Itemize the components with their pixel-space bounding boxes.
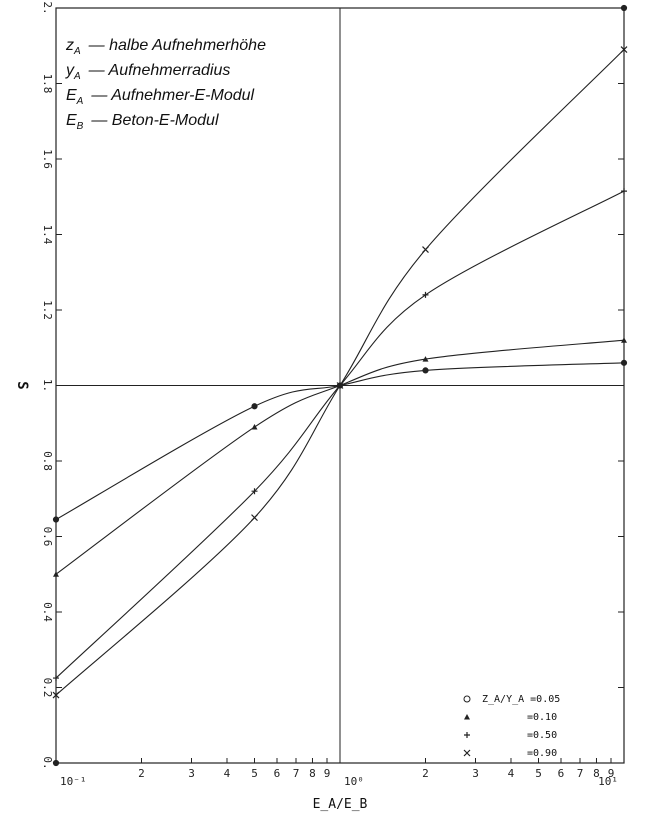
x-minor-label: 6 <box>274 767 281 780</box>
definitions-box: zA — halbe Aufnehmerhöhe yA — Aufnehmerradi… <box>65 37 266 132</box>
data-point-circle <box>620 359 628 366</box>
y-tick-label: 0.6 <box>41 527 54 547</box>
x-minor-label: 5 <box>535 767 542 780</box>
x-minor-label: 9 <box>608 767 615 780</box>
legend-label: =0.50 <box>527 730 557 741</box>
data-point-extra <box>620 4 628 12</box>
x-minor-label: 2 <box>138 767 145 780</box>
y-tick-label: 1. <box>41 379 54 392</box>
x-minor-label: 6 <box>558 767 565 780</box>
legend-label: =0.10 <box>527 712 557 723</box>
x-minor-label: 8 <box>593 767 600 780</box>
data-point-circle <box>251 403 258 410</box>
x-minor-label: 3 <box>472 767 479 780</box>
legend-label: Z_A/Y_A =0.05 <box>482 694 560 705</box>
data-point-cross <box>422 246 429 254</box>
y-tick-label: 1.8 <box>41 74 54 94</box>
y-tick-label: 2. <box>41 1 54 14</box>
x-minor-label: 2 <box>422 767 429 780</box>
x-minor-label: 7 <box>577 767 584 780</box>
definition-item: zA — halbe Aufnehmerhöhe <box>65 37 266 57</box>
data-point-circle <box>52 516 60 523</box>
data-point-triangle <box>422 356 429 362</box>
x-minor-label: 7 <box>293 767 300 780</box>
y-tick-label: 0.4 <box>41 602 54 622</box>
data-point-plus <box>251 488 258 495</box>
x-minor-label: 3 <box>188 767 195 780</box>
x-minor-label: 8 <box>309 767 316 780</box>
y-tick-label: 1.2 <box>41 300 54 320</box>
y-axis-ticks: 0. 0.2 0.4 0.6 0.8 1. 1.2 1.4 1.6 1.8 2. <box>41 1 624 770</box>
legend-marker-triangle <box>464 714 470 720</box>
data-point-plus <box>53 675 59 682</box>
data-point-extra <box>52 759 60 767</box>
definition-item: EA — Aufnehmer-E-Modul <box>66 87 255 107</box>
y-tick-label: 0.8 <box>41 451 54 471</box>
y-tick-label: 1.6 <box>41 149 54 169</box>
y-tick-label: 0.2 <box>41 678 54 698</box>
x-minor-label: 5 <box>251 767 258 780</box>
x-minor-label: 4 <box>224 767 231 780</box>
y-tick-label: 1.4 <box>41 225 54 245</box>
data-point-triangle <box>251 424 258 430</box>
data-point-plus <box>422 291 429 298</box>
y-tick-label: 0. <box>41 756 54 769</box>
x-major-label: 10⁻¹ <box>60 775 87 788</box>
legend-marker-circle <box>463 695 471 703</box>
data-point-circle <box>422 367 429 374</box>
legend-marker-cross <box>463 749 471 757</box>
data-point-triangle <box>621 337 627 343</box>
data-point-triangle <box>53 571 59 577</box>
x-axis-label: E_A/E_B <box>313 797 368 812</box>
x-minor-label: 9 <box>324 767 331 780</box>
series-group <box>52 4 628 767</box>
data-point-cross <box>620 46 628 53</box>
x-minor-label: 4 <box>508 767 515 780</box>
definition-item: yA — Aufnehmerradius <box>65 62 230 82</box>
data-point-cross <box>251 514 258 522</box>
x-major-label: 10¹ <box>598 775 618 788</box>
definition-item: EB — Beton-E-Modul <box>66 112 219 132</box>
legend-marker-plus <box>464 732 470 738</box>
data-point-cross <box>52 691 60 699</box>
data-point-cross <box>336 382 344 389</box>
series-cross <box>52 46 628 699</box>
data-point-plus <box>621 188 627 195</box>
legend: Z_A/Y_A =0.05 =0.10 =0.50 =0.90 <box>463 694 560 759</box>
legend-label: =0.90 <box>527 748 557 759</box>
y-axis-label: S <box>14 381 30 389</box>
x-major-label: 10⁰ <box>344 775 364 788</box>
